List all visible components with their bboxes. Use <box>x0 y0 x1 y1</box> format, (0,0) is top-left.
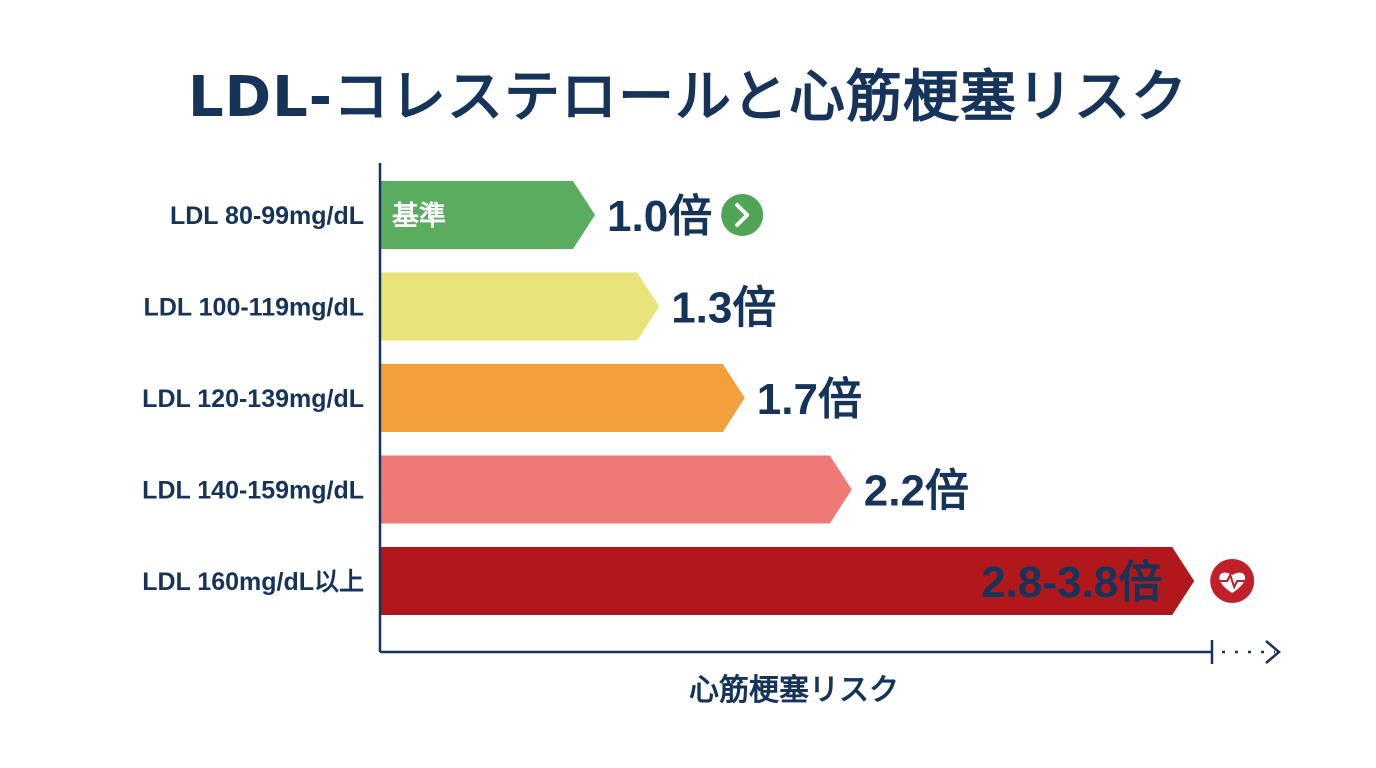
data-label: 1.0倍 <box>607 192 712 241</box>
data-label: 1.7倍 <box>757 375 862 424</box>
pulse-glyph <box>1219 572 1246 590</box>
chevron-right-circle-icon <box>721 194 764 236</box>
x-axis-label: 心筋梗塞リスク <box>689 673 899 708</box>
chevron-glyph <box>735 203 750 227</box>
x-axis-arrow-icon <box>1265 640 1281 664</box>
category-label: LDL 120-139mg/dL <box>142 385 364 413</box>
bar <box>381 455 852 524</box>
data-label: 1.3倍 <box>671 284 776 333</box>
category-label: LDL 100-119mg/dL <box>144 294 364 322</box>
category-label: LDL 140-159mg/dL <box>142 477 364 505</box>
category-label: LDL 160mg/dL以上 <box>142 568 364 596</box>
chart-title: LDL-コレステロールと心筋梗塞リスク <box>187 65 1189 130</box>
bar <box>381 364 745 432</box>
category-label: LDL 80-99mg/dL <box>170 202 364 230</box>
data-label: 2.2倍 <box>864 467 969 516</box>
bar <box>381 272 660 341</box>
bar <box>381 547 1195 615</box>
bar <box>381 181 595 249</box>
data-label: 2.8-3.8倍 <box>981 558 1162 607</box>
bar-inner-label: 基準 <box>392 200 446 232</box>
